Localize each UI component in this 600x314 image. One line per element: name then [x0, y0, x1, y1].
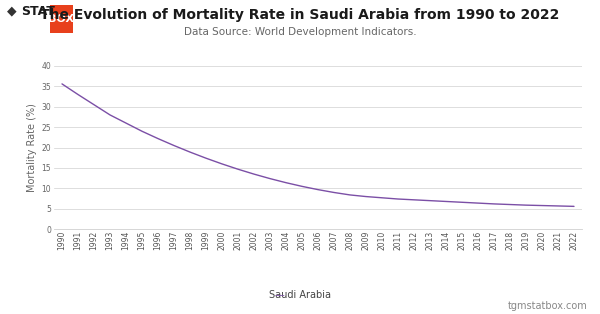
Text: ◆: ◆: [7, 5, 17, 18]
Text: tgmstatbox.com: tgmstatbox.com: [508, 301, 588, 311]
Y-axis label: Mortality Rate (%): Mortality Rate (%): [28, 103, 37, 192]
Text: Saudi Arabia: Saudi Arabia: [269, 290, 331, 300]
Text: —: —: [274, 290, 284, 300]
Text: STAT: STAT: [21, 5, 55, 18]
Text: The Evolution of Mortality Rate in Saudi Arabia from 1990 to 2022: The Evolution of Mortality Rate in Saudi…: [40, 8, 560, 22]
Text: Data Source: World Development Indicators.: Data Source: World Development Indicator…: [184, 27, 416, 37]
Text: BOX: BOX: [48, 14, 74, 24]
